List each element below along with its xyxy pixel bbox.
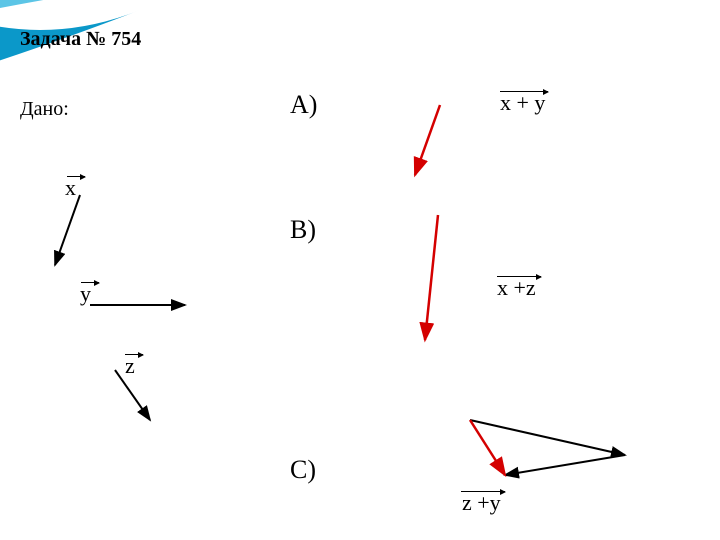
arrow-x — [55, 195, 80, 265]
arrow-B — [425, 215, 438, 340]
arrow-A — [415, 105, 440, 175]
arrow-c1 — [470, 420, 625, 455]
arrow-z — [115, 370, 150, 420]
vector-canvas — [0, 0, 720, 540]
arrow-c2 — [505, 455, 625, 475]
arrow-C — [470, 420, 505, 475]
